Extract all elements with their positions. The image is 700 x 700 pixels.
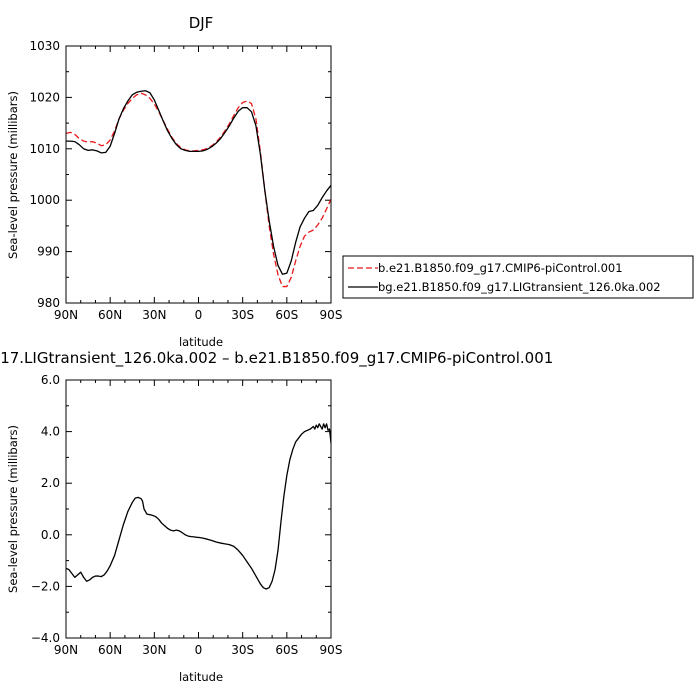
chart-bottom: bg.e21.B1850.f09_g17.LIGtransient_126.0k… [0,349,553,684]
x-tick-label: 90N [54,643,78,657]
x-tick-label: 30S [231,308,254,322]
chart-bottom-x-axis-label: latitude [179,670,223,684]
x-tick-label: 0 [195,643,203,657]
chart-top: DJF 90N 60N 30N 0 30S 60S 90S 980 990 1000 1010 102… [6,14,694,349]
legend-label-picontrol: b.e21.B1850.f09_g17.CMIP6-piControl.001 [378,261,623,275]
series-line-0 [65,423,332,590]
chart-top-series [65,90,332,288]
x-tick-label: 30N [142,308,166,322]
x-tick-label: 60S [275,308,298,322]
legend-box [342,255,694,299]
y-tick-label: 1010 [29,142,60,156]
y-tick-label: 6.0 [41,373,60,387]
x-tick-label: 0 [195,308,203,322]
chart-top-ticks: 90N 60N 30N 0 30S 60S 90S 980 990 1000 1010 1020 103… [29,39,342,322]
x-tick-label: 30S [231,643,254,657]
y-tick-label: −2.0 [31,579,60,593]
y-tick-label: 990 [37,245,60,259]
chart-bottom-title: bg.e21.B1850.f09_g17.LIGtransient_126.0k… [0,349,553,368]
chart-bottom-ticks: 90N 60N 30N 0 30S 60S 90S −4.0 −2.0 0.0 2.0 4.0 6.0 [31,373,343,657]
x-tick-label: 60N [98,308,122,322]
chart-top-legend: b.e21.B1850.f09_g17.CMIP6-piControl.001 … [342,255,694,299]
chart-top-x-axis-label: latitude [179,335,223,349]
series-line-0 [65,92,332,288]
x-tick-label: 90N [54,308,78,322]
legend-label-ligtransient: bg.e21.B1850.f09_g17.LIGtransient_126.0k… [378,280,661,294]
y-tick-label: 980 [37,296,60,310]
y-tick-label: 1020 [29,90,60,104]
chart-bottom-series [65,423,332,590]
y-tick-label: −4.0 [31,631,60,645]
y-tick-label: 1030 [29,39,60,53]
x-tick-label: 60N [98,643,122,657]
series-line-1 [66,90,332,275]
chart-top-plot-frame [65,45,332,304]
x-tick-label: 90S [320,643,343,657]
chart-top-title: DJF [189,14,214,32]
chart-bottom-plot-frame [65,379,332,639]
y-tick-label: 4.0 [41,425,60,439]
chart-bottom-y-axis-label: Sea-level pressure (millibars) [6,425,20,593]
y-tick-label: 1000 [29,193,60,207]
x-tick-label: 90S [320,308,343,322]
y-tick-label: 2.0 [41,476,60,490]
x-tick-label: 30N [142,643,166,657]
x-tick-label: 60S [275,643,298,657]
chart-top-y-axis-label: Sea-level pressure (millibars) [6,91,20,259]
y-tick-label: 0.0 [41,528,60,542]
